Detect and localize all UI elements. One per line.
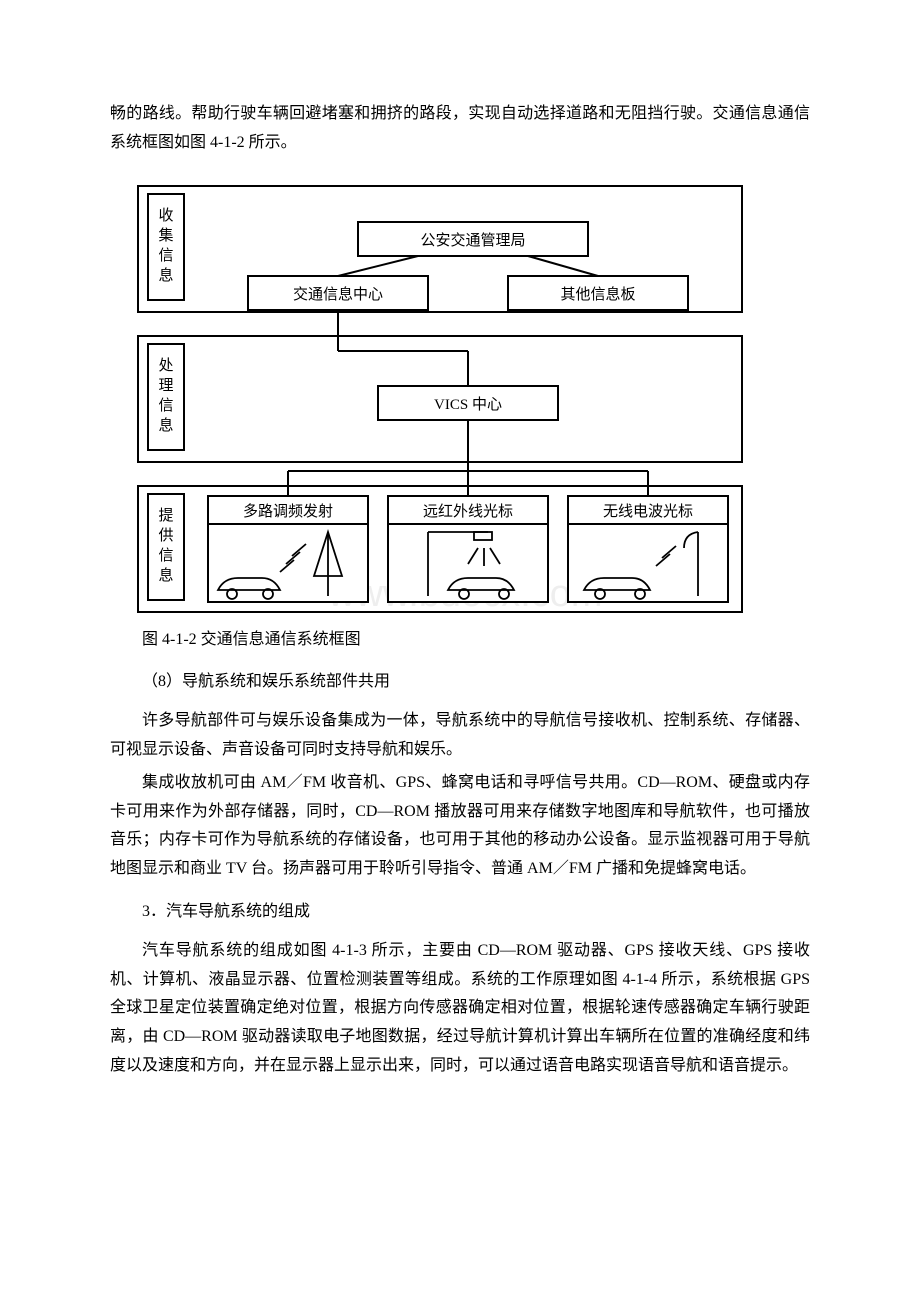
side-label-3b: 供 [158,527,173,544]
node-mid-right-label: 其他信息板 [560,285,635,303]
edge-top-right [528,256,598,276]
node-b1-label: 多路调频发射 [243,503,333,520]
side-label-3a: 提 [158,507,173,524]
edge-top-left [338,256,418,276]
side-label-2a: 处 [158,357,173,374]
side-label-1a: 收 [158,207,173,224]
intro-paragraph: 畅的路线。帮助行驶车辆回避堵塞和拥挤的路段，实现自动选择道路和无阻挡行驶。交通信… [110,100,810,158]
diagram-4-1-2: www.bdocx.com 收 集 信 息 处 理 信 息 提 供 信 息 公安… [128,176,810,616]
section-8-title: （8）导航系统和娱乐系统部件共用 [110,668,810,697]
section-8-p2: 集成收放机可由 AM／FM 收音机、GPS、蜂窝电话和寻呼信号共用。CD—ROM… [110,769,810,884]
node-mid-left-label: 交通信息中心 [293,285,383,303]
figure-caption: 图 4-1-2 交通信息通信系统框图 [110,626,810,655]
section-3-p1: 汽车导航系统的组成如图 4-1-3 所示，主要由 CD—ROM 驱动器、GPS … [110,937,810,1081]
node-top-label: 公安交通管理局 [420,231,525,249]
node-b3-label: 无线电波光标 [603,503,693,520]
section-8-p1: 许多导航部件可与娱乐设备集成为一体，导航系统中的导航信号接收机、控制系统、存储器… [110,707,810,765]
node-vics-label: VICS 中心 [434,396,502,413]
section-3-title: 3．汽车导航系统的组成 [110,898,810,927]
side-label-1c: 信 [158,247,173,264]
side-label-3d: 息 [158,567,173,584]
node-b2-label: 远红外线光标 [423,503,513,520]
side-label-1b: 集 [158,227,173,244]
side-label-3c: 信 [158,547,173,564]
side-label-2c: 信 [158,397,173,414]
side-label-1d: 息 [158,267,173,284]
side-label-2d: 息 [158,417,173,434]
side-label-2b: 理 [158,378,173,394]
